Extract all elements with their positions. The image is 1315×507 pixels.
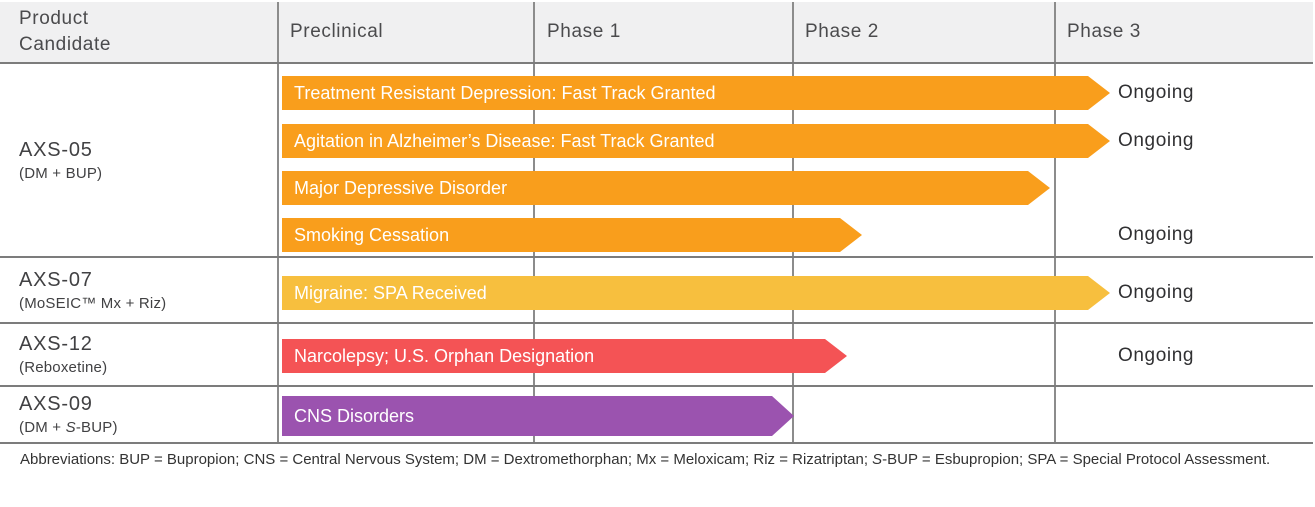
product-name: AXS-09 — [19, 393, 93, 415]
status-label-ongoing: Ongoing — [1118, 224, 1195, 245]
table-header — [0, 2, 1313, 62]
column-divider — [277, 2, 279, 443]
product-label-axs-12: AXS-12 (Reboxetine) — [19, 324, 107, 385]
product-name: AXS-05 — [19, 138, 93, 161]
product-label-axs-09: AXS-09 (DM + S-BUP) — [19, 387, 118, 442]
column-header-phase-1: Phase 1 — [547, 21, 621, 42]
pipeline-bar-agitation-alzheimers: Agitation in Alzheimer’s Disease: Fast T… — [282, 124, 1110, 158]
row-divider — [0, 385, 1313, 387]
bar-label: Major Depressive Disorder — [294, 177, 508, 198]
product-sub-label: (DM + S-BUP) — [19, 419, 118, 436]
status-label-ongoing: Ongoing — [1118, 82, 1195, 103]
bar-label: CNS Disorders — [294, 405, 415, 426]
pipeline-bar-smoking-cessation: Smoking Cessation — [282, 218, 862, 252]
pipeline-bar-narcolepsy: Narcolepsy; U.S. Orphan Designation — [282, 339, 847, 373]
row-divider — [0, 442, 1313, 444]
product-name: AXS-07 — [19, 268, 93, 291]
product-name: AXS-12 — [19, 333, 93, 355]
bar-label: Migraine: SPA Received — [294, 282, 487, 303]
bar-label: Smoking Cessation — [294, 224, 450, 245]
pipeline-bar-migraine: Migraine: SPA Received — [282, 276, 1110, 310]
product-sub-label: (DM + BUP) — [19, 164, 103, 182]
product-label-axs-05: AXS-05 (DM + BUP) — [19, 64, 102, 256]
product-sub-label: (MoSEIC™ Mx + Riz) — [19, 294, 167, 312]
pipeline-bar-cns-disorders: CNS Disorders — [282, 396, 794, 436]
row-divider — [0, 322, 1313, 324]
column-header-product-candidate: Product Candidate — [19, 8, 112, 55]
product-label-axs-07: AXS-07 (MoSEIC™ Mx + Riz) — [19, 258, 166, 322]
abbreviations-note: Abbreviations: BUP = Bupropion; CNS = Ce… — [20, 451, 1271, 468]
status-label-ongoing: Ongoing — [1118, 282, 1195, 303]
status-label-ongoing: Ongoing — [1118, 130, 1195, 151]
bar-label: Agitation in Alzheimer’s Disease: Fast T… — [294, 130, 715, 151]
column-divider — [1054, 2, 1056, 443]
status-label-ongoing: Ongoing — [1118, 345, 1195, 366]
row-divider — [0, 62, 1313, 64]
column-header-phase-2: Phase 2 — [805, 21, 879, 42]
row-divider — [0, 256, 1313, 258]
bar-label: Treatment Resistant Depression: Fast Tra… — [294, 82, 716, 103]
product-sub-label: (Reboxetine) — [19, 359, 108, 376]
bar-label: Narcolepsy; U.S. Orphan Designation — [294, 345, 595, 366]
pipeline-bar-major-depressive-disorder: Major Depressive Disorder — [282, 171, 1050, 205]
column-header-phase-3: Phase 3 — [1067, 21, 1141, 42]
pipeline-bar-treatment-resistant-depression: Treatment Resistant Depression: Fast Tra… — [282, 76, 1110, 110]
column-header-preclinical: Preclinical — [290, 21, 384, 42]
